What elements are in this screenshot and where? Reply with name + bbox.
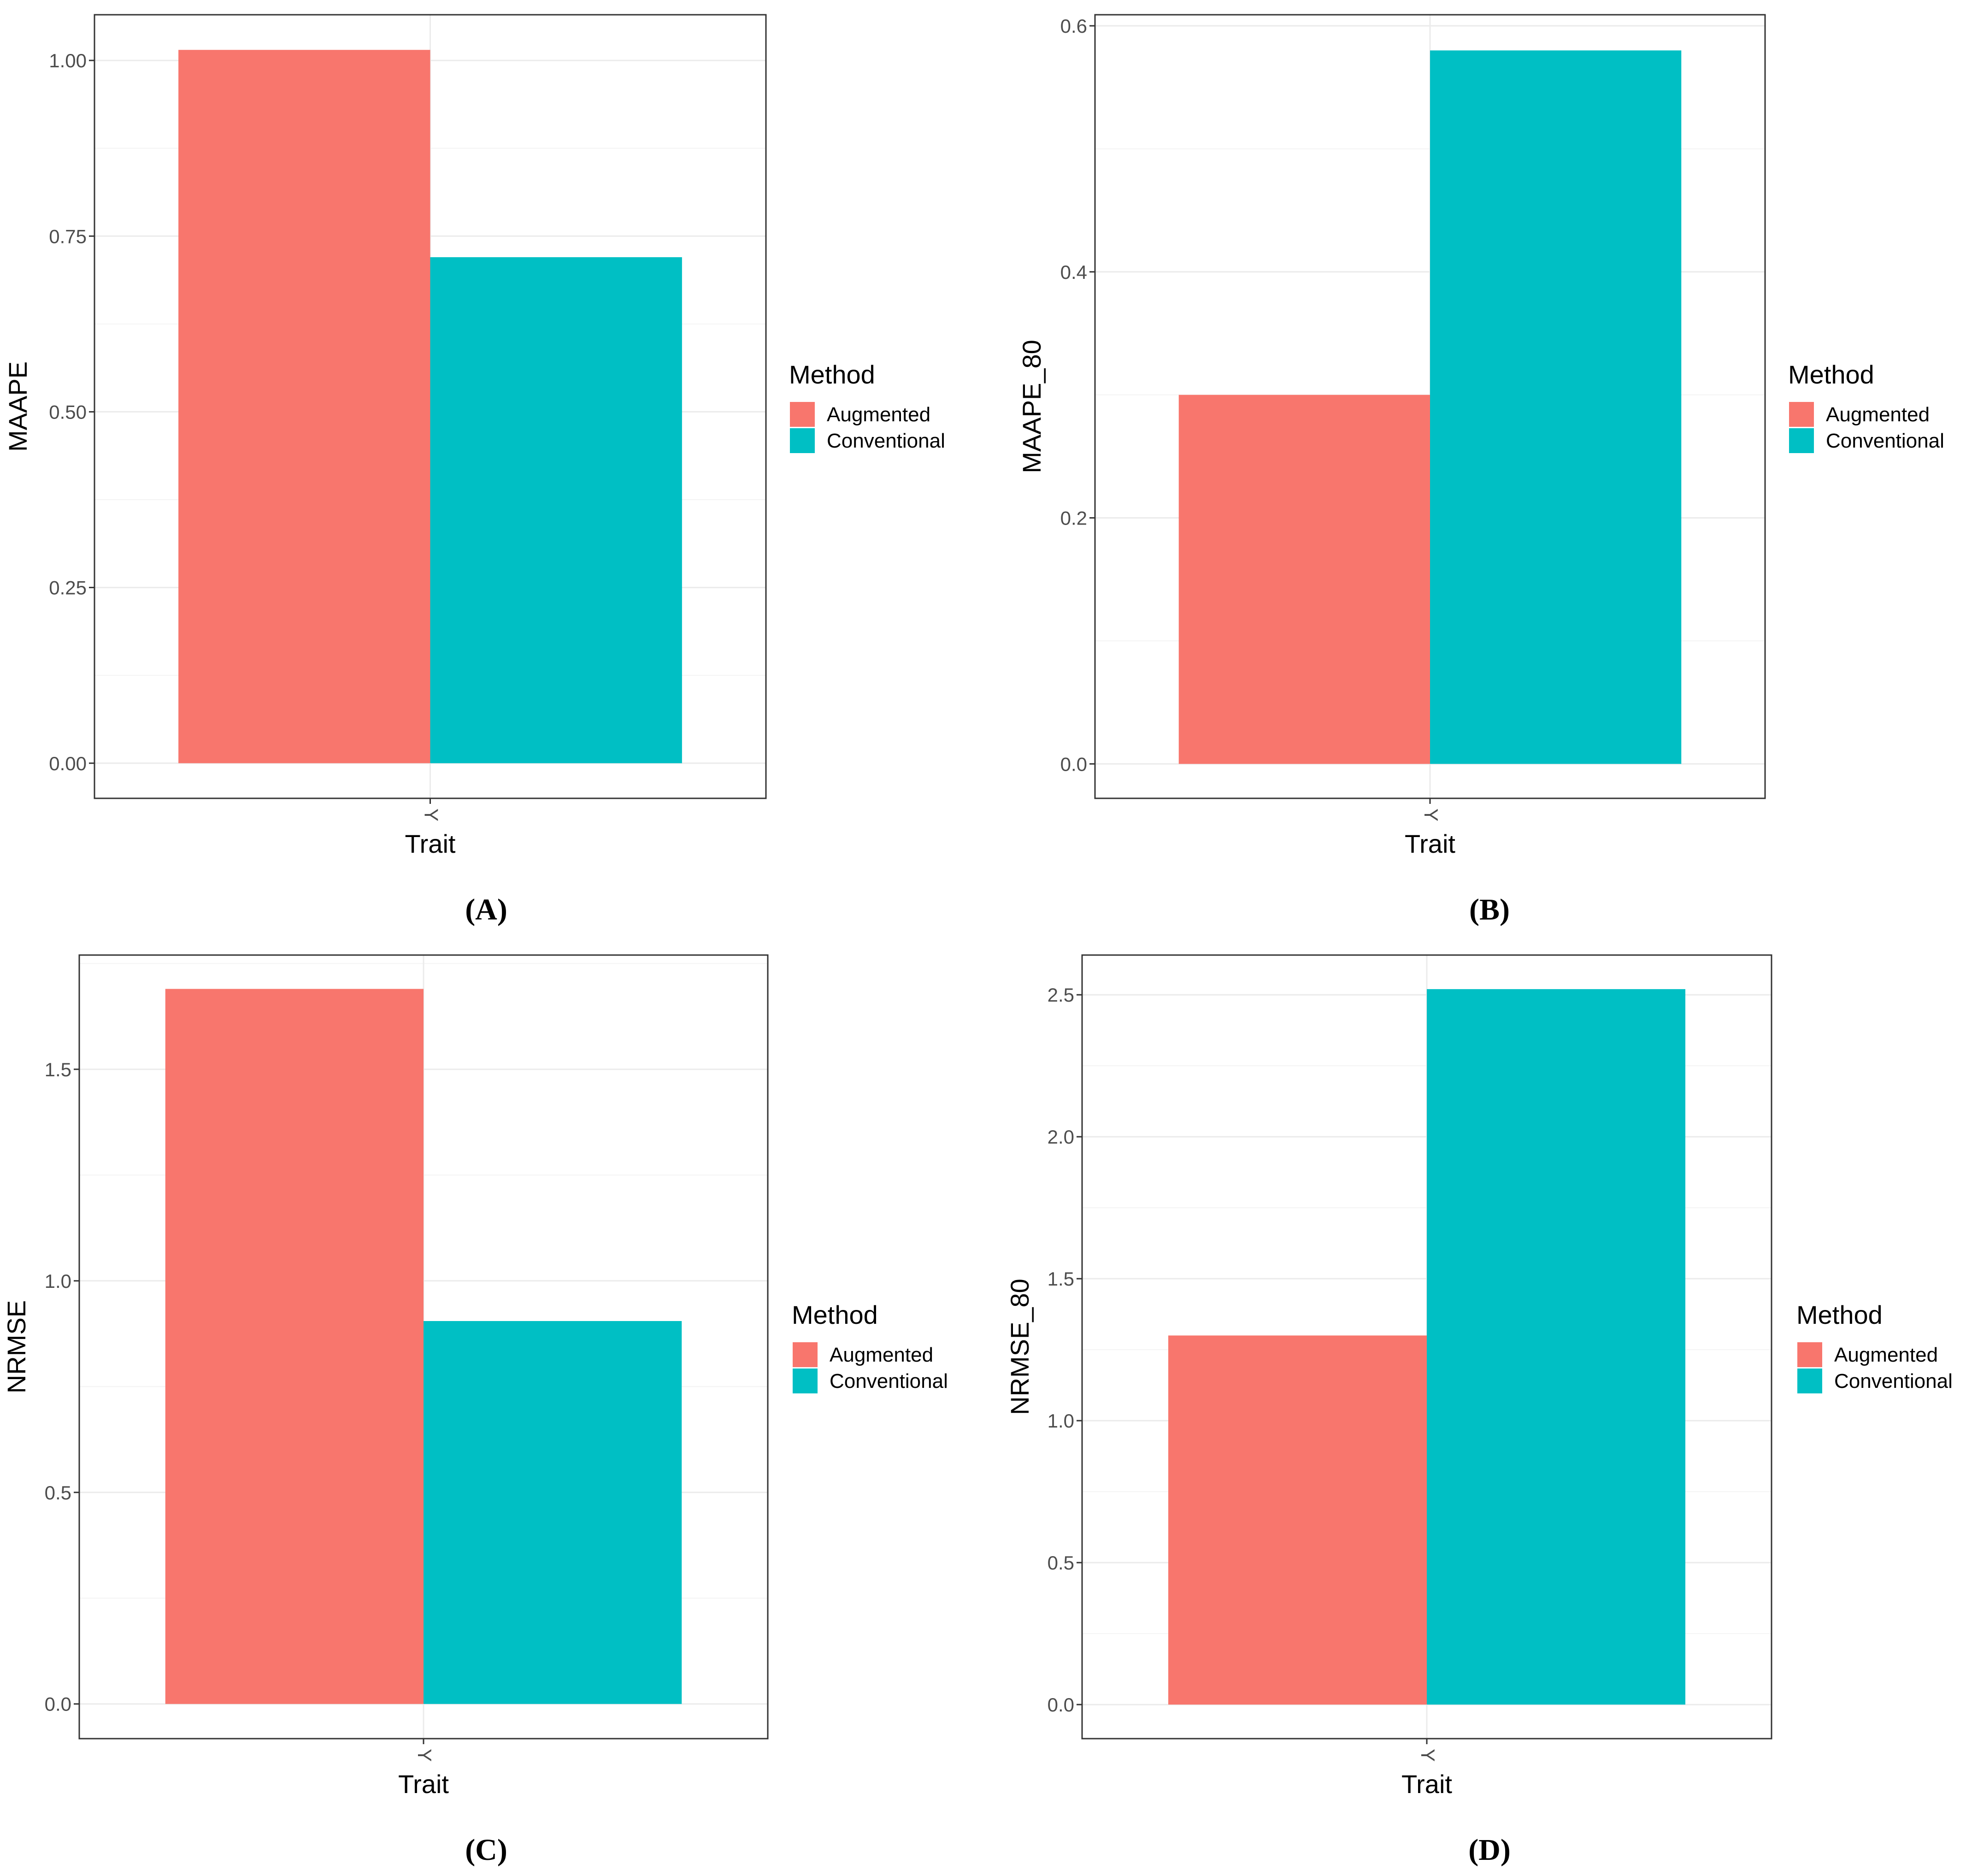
panel-d-x-axis-title: Trait — [1401, 1770, 1452, 1799]
panel-c-ytick-label: 0.0 — [45, 1693, 71, 1715]
panel-a-bar-augmented — [178, 50, 430, 763]
panel-c-ytick-label: 1.0 — [45, 1270, 71, 1292]
panel-a-xtick-label: Y — [421, 808, 442, 821]
panel-b-legend-key-conventional — [1789, 428, 1814, 453]
panel-b-ytick-label: 0.6 — [1060, 15, 1087, 37]
panel-d-bar-conventional — [1427, 989, 1685, 1705]
panel-c-bar-conventional — [424, 1321, 682, 1704]
panel-c-ytick-label: 1.5 — [45, 1059, 71, 1080]
panel-a-legend-label-conventional: Conventional — [827, 430, 945, 452]
panel-d-legend-key-conventional — [1797, 1369, 1822, 1393]
panel-c-caption: (C) — [465, 1833, 507, 1867]
panel-d-ytick-label: 2.5 — [1048, 984, 1074, 1006]
panel-d-ytick-label: 1.5 — [1048, 1268, 1074, 1290]
panel-a-ytick-label: 0.50 — [49, 401, 87, 423]
panel-d-bar-augmented — [1168, 1335, 1427, 1705]
panel-c-ytick-label: 0.5 — [45, 1482, 71, 1504]
panel-a-bar-conventional — [430, 257, 682, 763]
panel-d-ytick-label: 0.0 — [1048, 1694, 1074, 1716]
panel-b-ytick-label: 0.2 — [1060, 507, 1087, 529]
panel-b-xtick-label: Y — [1420, 808, 1442, 821]
panel-c-y-axis-title: NRMSE — [2, 1300, 31, 1393]
panel-c-legend-key-augmented — [793, 1342, 818, 1367]
panel-b-x-axis-title: Trait — [1405, 829, 1455, 858]
panel-b-legend-title: Method — [1788, 360, 1874, 389]
panel-d-xtick-label: Y — [1417, 1749, 1439, 1762]
panel-a-legend-label-augmented: Augmented — [827, 403, 930, 426]
panel-b-bar-augmented — [1178, 395, 1430, 764]
panel-b-legend-label-augmented: Augmented — [1826, 403, 1930, 426]
panel-a-x-axis-title: Trait — [405, 829, 456, 858]
panel-b-bar-conventional — [1430, 50, 1682, 764]
panel-d-ytick-label: 1.0 — [1048, 1410, 1074, 1432]
panel-d-legend-key-augmented — [1797, 1342, 1822, 1367]
panel-b-ytick-label: 0.4 — [1060, 261, 1087, 283]
panel-a-legend-key-augmented — [790, 402, 815, 427]
panel-a-ytick-label: 0.75 — [49, 225, 87, 247]
panel-b-y-axis-title: MAAPE_80 — [1017, 340, 1046, 473]
panel-c-legend-label-conventional: Conventional — [830, 1370, 948, 1392]
panel-d-legend-label-augmented: Augmented — [1834, 1344, 1938, 1366]
panel-a-ytick-label: 0.25 — [49, 577, 87, 599]
panel-c-legend-label-augmented: Augmented — [830, 1344, 933, 1366]
panel-c-legend-key-conventional — [793, 1369, 818, 1393]
panel-a-caption: (A) — [465, 893, 507, 926]
panel-a-legend-key-conventional — [790, 428, 815, 453]
panel-d-ytick-label: 0.5 — [1048, 1552, 1074, 1574]
panel-a-ytick-label: 1.00 — [49, 50, 87, 71]
panel-b-ytick-label: 0.0 — [1060, 753, 1087, 775]
panel-a-y-axis-title: MAAPE — [3, 361, 32, 452]
panel-c-bar-augmented — [165, 989, 424, 1704]
panel-d-caption: (D) — [1468, 1833, 1511, 1867]
panel-c-x-axis-title: Trait — [398, 1770, 449, 1799]
panel-d-y-axis-title: NRMSE_80 — [1005, 1279, 1034, 1415]
panel-c-legend-title: Method — [792, 1300, 878, 1329]
panel-b-legend-key-augmented — [1789, 402, 1814, 427]
panel-a-legend-title: Method — [789, 360, 875, 389]
panel-b-legend-label-conventional: Conventional — [1826, 430, 1944, 452]
panel-c-xtick-label: Y — [414, 1749, 436, 1762]
panel-a-ytick-label: 0.00 — [49, 753, 87, 774]
panel-b-caption: (B) — [1469, 893, 1510, 926]
panel-d-legend-label-conventional: Conventional — [1834, 1370, 1953, 1392]
panel-d-ytick-label: 2.0 — [1048, 1126, 1074, 1148]
panel-d-legend-title: Method — [1796, 1300, 1883, 1329]
